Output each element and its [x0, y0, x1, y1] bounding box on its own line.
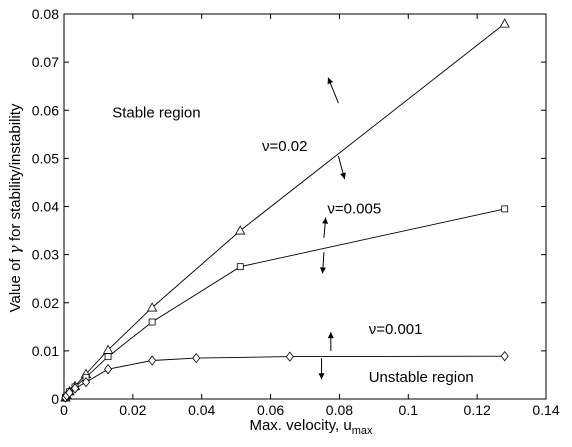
x-axis-label-main: Max. velocity, u — [249, 417, 351, 434]
annotation-label: ν=0.001 — [369, 321, 423, 338]
triangle-marker — [499, 18, 510, 28]
y-axis-label-symbol: γ — [6, 245, 24, 254]
diamond-marker — [104, 364, 113, 375]
y-tick-label: 0.02 — [32, 295, 59, 311]
series-group — [61, 351, 509, 403]
diamond-marker — [148, 355, 157, 366]
y-tick-label: 0.04 — [32, 199, 59, 215]
square-marker — [104, 353, 112, 361]
region-arrow-head — [327, 332, 334, 339]
y-tick-label: 0.08 — [32, 6, 59, 22]
plot-frame — [63, 13, 547, 400]
y-tick-label: 0.07 — [32, 54, 59, 70]
region-arrow-head — [322, 217, 329, 224]
square-marker — [148, 318, 156, 326]
x-tick-label: 0.06 — [257, 402, 284, 418]
x-tick-label: 0.12 — [464, 402, 491, 418]
region-arrow-head — [340, 172, 346, 180]
annotation-label: ν=0.005 — [327, 201, 381, 218]
y-tick-label: 0 — [51, 391, 59, 407]
diamond-marker — [65, 387, 74, 398]
region-arrow-head — [327, 77, 334, 85]
y-axis-label-post: for stability/instability — [7, 103, 24, 245]
diamond-marker — [285, 351, 294, 362]
y-tick-label: 0.05 — [32, 150, 59, 166]
y-axis-label-pre: Value of — [7, 254, 24, 312]
series-line — [65, 23, 505, 398]
x-tick-label: 0.14 — [532, 402, 559, 418]
series-group — [60, 18, 510, 402]
region-arrow-head — [319, 267, 326, 274]
y-tick-label: 0.01 — [32, 343, 59, 359]
y-tick-label: 0.06 — [32, 102, 59, 118]
annotation-label: ν=0.02 — [262, 138, 307, 155]
series-layer — [60, 18, 510, 403]
x-tick-label: 0.1 — [399, 402, 419, 418]
diamond-marker — [500, 351, 509, 362]
y-axis-label: Value of γ for stability/instability — [6, 103, 24, 312]
annotation-layer: Stable region ν=0.02 ν=0.005 ν=0.001 Unstabl… — [112, 77, 474, 386]
y-tick-label: 0.03 — [32, 247, 59, 263]
diamond-marker — [82, 377, 91, 388]
region-arrow-head — [318, 373, 325, 380]
square-marker — [501, 205, 509, 213]
x-axis-label: Max. velocity, umax — [249, 417, 373, 437]
plot-axes: 0 0.02 0.04 0.06 0.08 0.1 0.12 0.14 0 0.01 0.02 0.0… — [32, 6, 560, 418]
x-tick-label: 0.08 — [326, 402, 353, 418]
triangle-marker — [146, 302, 158, 312]
x-axis-label-subscript: max — [352, 425, 373, 437]
diamond-marker — [192, 352, 201, 364]
x-tick-label: 0.02 — [119, 402, 146, 418]
annotation-label: Unstable region — [369, 369, 474, 386]
annotation-label: Stable region — [112, 104, 200, 121]
triangle-marker — [235, 225, 246, 235]
square-marker — [236, 263, 244, 271]
diamond-marker — [71, 383, 80, 394]
x-tick-label: 0.04 — [188, 402, 215, 418]
x-tick-label: 0 — [60, 402, 68, 418]
